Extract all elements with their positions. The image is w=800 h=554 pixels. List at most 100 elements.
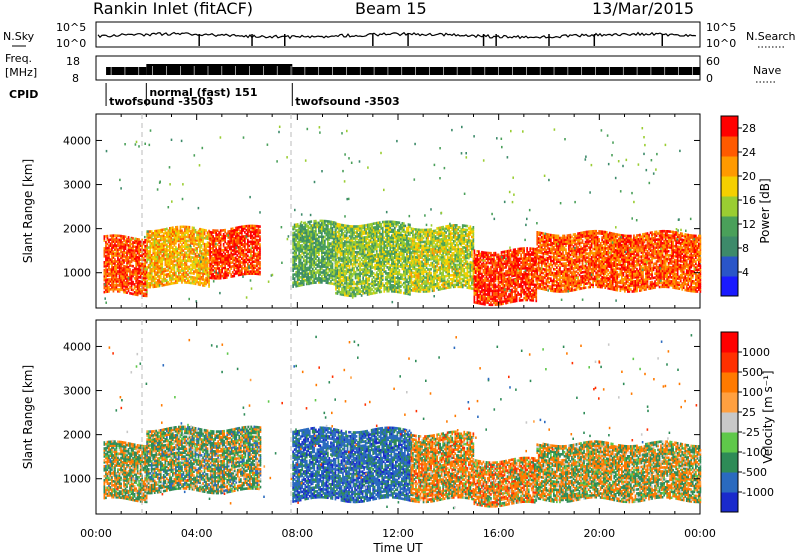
data-cell: [158, 239, 160, 242]
data-cell: [405, 225, 407, 228]
data-cell: [258, 247, 260, 250]
data-cell: [189, 266, 191, 269]
data-cell: [123, 259, 125, 262]
data-cell: [236, 264, 238, 267]
data-cell: [114, 252, 116, 255]
data-cell: [196, 231, 198, 234]
data-cell: [307, 253, 309, 256]
data-cell: [380, 223, 382, 226]
data-cell: [212, 235, 214, 238]
data-cell: [189, 276, 191, 279]
data-cell: [397, 291, 399, 294]
data-cell: [415, 228, 417, 231]
data-cell: [292, 256, 294, 259]
data-cell: [224, 247, 226, 250]
data-cell: [241, 265, 243, 268]
data-cell: [344, 270, 346, 273]
data-cell: [108, 286, 110, 289]
data-cell: [246, 233, 248, 236]
data-cell: [330, 260, 332, 263]
data-cell: [350, 259, 352, 262]
data-cell: [300, 276, 302, 279]
data-cell: [358, 225, 360, 228]
data-cell: [355, 287, 357, 290]
data-cell: [403, 278, 405, 281]
data-cell: [368, 283, 370, 286]
data-cell: [193, 256, 195, 259]
beam-title: Beam 15: [355, 0, 427, 18]
data-cell: [152, 238, 154, 241]
data-cell: [361, 268, 363, 271]
data-cell: [128, 256, 130, 259]
data-cell: [129, 286, 131, 289]
data-cell: [165, 268, 167, 271]
data-cell: [125, 255, 127, 258]
data-cell: [324, 220, 326, 223]
nsearch-tick-low: 10^0: [706, 37, 736, 50]
data-cell: [149, 230, 151, 233]
data-cell: [353, 287, 355, 290]
data-cell: [226, 233, 228, 236]
data-cell: [393, 229, 395, 232]
data-cell: [193, 276, 195, 279]
data-cell: [132, 265, 134, 268]
data-cell: [220, 237, 222, 240]
data-cell: [161, 254, 163, 257]
data-cell: [192, 272, 194, 275]
station-title: Rankin Inlet (fitACF): [93, 0, 253, 18]
data-cell: [341, 238, 343, 241]
nsky-tick-low: 10^0: [56, 37, 86, 50]
data-cell: [385, 276, 387, 279]
data-cell: [140, 280, 142, 283]
data-cell: [347, 282, 349, 285]
data-cell: [326, 246, 328, 249]
data-cell: [177, 275, 179, 278]
data-cell: [376, 287, 378, 290]
data-cell: [335, 292, 337, 295]
data-cell: [186, 259, 188, 262]
data-cell: [172, 272, 174, 275]
data-cell: [205, 277, 207, 280]
data-cell: [186, 281, 188, 284]
data-cell: [298, 282, 300, 285]
data-cell: [217, 233, 219, 236]
data-cell: [405, 243, 407, 246]
data-cell: [187, 226, 189, 229]
data-cell: [259, 271, 261, 274]
data-cell: [233, 229, 235, 232]
data-cell: [235, 257, 237, 260]
data-cell: [402, 222, 404, 225]
data-cell: [140, 248, 142, 251]
data-cell: [151, 242, 153, 245]
data-cell: [408, 255, 410, 258]
data-cell: [144, 289, 146, 292]
data-cell: [253, 247, 255, 250]
freq-block: [106, 67, 146, 75]
data-cell: [315, 220, 317, 223]
data-cell: [175, 260, 177, 263]
data-cell: [379, 229, 381, 232]
data-cell: [143, 283, 145, 286]
data-cell: [315, 267, 317, 270]
data-cell: [382, 282, 384, 285]
data-cell: [344, 224, 346, 227]
nsky-trace: [98, 33, 696, 46]
data-cell: [178, 230, 180, 233]
data-cell: [324, 236, 326, 239]
data-cell: [172, 238, 174, 241]
data-cell: [259, 243, 261, 246]
data-cell: [307, 225, 309, 228]
data-cell: [377, 243, 379, 246]
data-cell: [391, 221, 393, 224]
data-cell: [374, 274, 376, 277]
data-cell: [368, 269, 370, 272]
data-cell: [341, 224, 343, 227]
data-cell: [110, 238, 112, 241]
data-cell: [389, 264, 391, 267]
data-cell: [184, 251, 186, 254]
data-cell: [183, 245, 185, 248]
data-cell: [320, 259, 322, 262]
data-cell: [329, 282, 331, 285]
data-cell: [184, 226, 186, 229]
data-cell: [373, 222, 375, 225]
